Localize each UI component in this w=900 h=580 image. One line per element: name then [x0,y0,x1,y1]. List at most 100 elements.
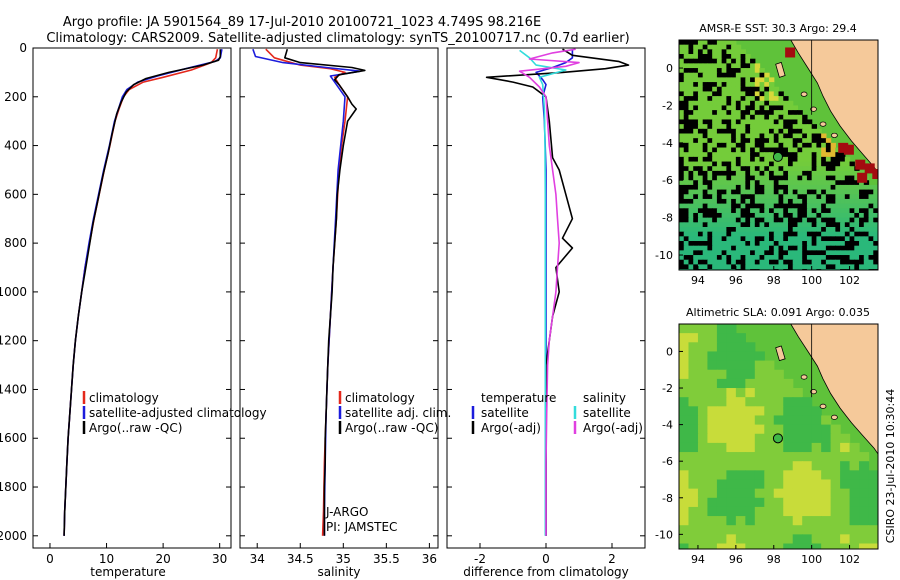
map-cell [802,241,808,247]
map-cell [716,110,723,116]
map-cell [716,44,723,50]
map-cell [702,194,709,200]
x-tick-label: -2 [474,552,486,566]
map-cell [707,128,713,135]
map-cell [759,212,765,219]
salinity-panel-frame [239,47,439,549]
map-cell [721,58,727,64]
map-cell [759,236,765,242]
map-cell [863,212,870,219]
map-cell [679,479,690,490]
map-cell [716,333,727,343]
map-cell [754,452,765,462]
map-cell [783,470,794,481]
map-cell [697,54,704,60]
map-cell [745,461,756,471]
map-cell [811,133,818,139]
map-cell [811,534,822,545]
map-cell [735,175,742,181]
map-cell [802,212,808,219]
map-cell [712,175,718,181]
map-cell [740,175,746,181]
map-cell [854,250,860,256]
map-cell [745,231,751,237]
map-cell [688,222,694,228]
map-cell [811,497,822,508]
map-cell [844,222,851,228]
map-cell [735,388,746,398]
map-cell [806,142,813,149]
map-cell [731,86,737,93]
map-cell [726,525,737,535]
map-cell [816,236,822,242]
map-cell [721,40,727,46]
map-cell [679,114,685,121]
map-cell [787,222,794,228]
map-cell [716,461,727,471]
map-cell [740,203,746,209]
map-cell [769,156,775,163]
map-cell [792,119,799,125]
map-cell [825,198,832,205]
map-cell [811,226,818,233]
map-cell [693,114,699,121]
map-cell [683,259,690,265]
map-cell [731,212,737,219]
map-cell [707,161,713,167]
x-tick-label: 34 [250,552,265,566]
map-x-tick-label: 100 [801,274,822,287]
map-cell [679,397,690,407]
map-cell [750,156,756,163]
map-cell [764,488,775,499]
map-cell [830,231,836,237]
map-cell [745,212,751,219]
map-cell [849,198,855,205]
map-cell [707,324,718,334]
map-cell [859,525,870,535]
map-cell [797,194,803,200]
map-cell [787,236,794,242]
map-cell [764,406,775,417]
map-cell [783,452,794,462]
map-cell [740,184,746,191]
map-cell [679,324,690,334]
map-cell [816,255,822,261]
map-cell [721,212,727,219]
map-cell [702,147,709,153]
map-cell [697,250,704,256]
difference-legend-temperature-title: temperature [481,391,556,405]
map-cell [693,128,699,135]
map-cell [835,170,841,177]
x-tick-label: 35 [336,552,351,566]
map-cell [702,231,709,237]
map-cell [735,424,746,435]
map-cell [750,236,756,242]
map-cell [830,161,836,167]
map-cell [697,184,704,191]
map-cell [721,110,727,116]
map-cell [773,105,780,111]
map-cell [712,241,718,247]
map-cell [783,142,789,149]
map-cell [731,96,737,102]
map-cell [688,44,694,50]
map-cell [769,180,775,186]
map-cell [859,208,865,214]
map-cell [731,189,737,195]
map-cell [773,100,780,107]
map-cell [802,461,813,471]
map-cell [702,96,709,102]
map-cell [731,142,737,149]
map-cell [859,212,865,219]
map-cell [726,180,732,186]
map-cell [778,105,784,111]
map-cell [726,156,732,163]
map-cell [726,255,732,261]
map-cell [726,96,732,102]
map-cell [792,516,803,526]
map-cell [797,203,803,209]
map-cell [854,226,860,233]
map-cell [731,166,737,172]
map-cell [707,470,718,481]
map-cell [707,241,713,247]
